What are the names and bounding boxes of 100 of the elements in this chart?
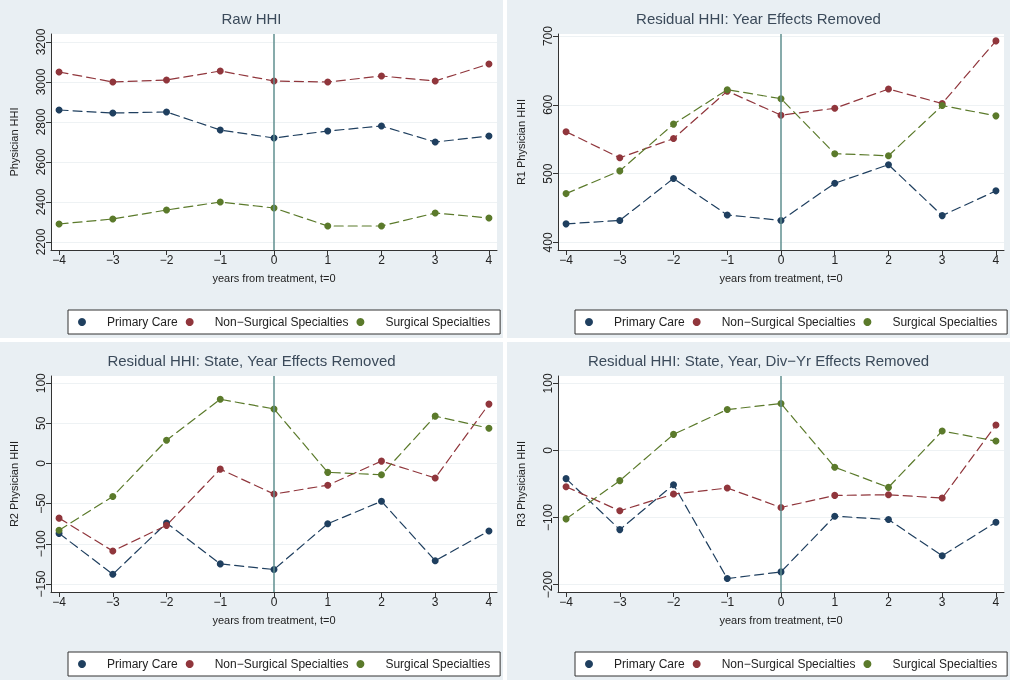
y-tick-label: 3000 — [34, 68, 48, 96]
legend-label: Surgical Specialties — [892, 315, 998, 329]
x-tick-label: −2 — [159, 595, 174, 609]
point — [616, 167, 624, 175]
x-tick-label: −1 — [213, 595, 228, 609]
x-tick-label: −3 — [105, 253, 120, 267]
x-tick-label: −4 — [559, 595, 574, 609]
point — [562, 220, 570, 228]
y-tick-label: 700 — [541, 25, 555, 47]
x-axis-title: years from treatment, t=0 — [719, 271, 843, 284]
y-tick-label: 0 — [541, 446, 555, 454]
point — [562, 483, 570, 491]
point — [616, 526, 624, 534]
point — [324, 481, 332, 489]
point — [831, 463, 839, 471]
point — [831, 512, 839, 520]
point — [992, 37, 1000, 45]
y-tick-label: −200 — [541, 570, 555, 599]
point — [616, 154, 624, 162]
x-tick-label: 2 — [885, 595, 893, 609]
point — [377, 471, 385, 479]
point — [884, 152, 892, 160]
point — [884, 516, 892, 524]
point — [938, 427, 946, 435]
point — [377, 497, 385, 505]
point — [216, 465, 224, 473]
y-tick-label: 100 — [34, 372, 48, 394]
y-axis-title: R2 Physician HHI — [7, 440, 20, 528]
point — [216, 126, 224, 134]
point — [616, 507, 624, 515]
x-tick-label: 1 — [324, 253, 332, 267]
x-tick-label: 2 — [378, 595, 386, 609]
x-tick-label: −1 — [720, 595, 735, 609]
y-tick-label: 50 — [34, 416, 48, 431]
point — [377, 457, 385, 465]
point — [216, 198, 224, 206]
y-tick-label: −50 — [34, 493, 48, 514]
point — [109, 570, 117, 578]
x-tick-label: −3 — [612, 595, 627, 609]
point — [831, 104, 839, 112]
point — [831, 179, 839, 187]
legend-label: Primary Care — [614, 657, 685, 671]
x-tick-label: −1 — [213, 253, 228, 267]
chart-title: Raw HHI — [221, 10, 282, 27]
chart-title: Residual HHI: State, Year Effects Removed — [107, 352, 396, 369]
legend-label: Non−Surgical Specialties — [721, 657, 856, 671]
y-tick-label: 100 — [541, 373, 555, 394]
point — [670, 135, 678, 143]
point — [431, 557, 439, 565]
x-tick-label: 4 — [485, 595, 493, 609]
point — [562, 190, 570, 198]
point — [216, 560, 224, 568]
x-tick-label: −4 — [52, 595, 67, 609]
point — [831, 150, 839, 158]
point — [938, 494, 946, 502]
point — [938, 552, 946, 560]
y-tick-label: 2200 — [34, 228, 48, 256]
legend-label: Surgical Specialties — [385, 657, 491, 671]
y-tick-label: 2400 — [34, 188, 48, 216]
point — [831, 491, 839, 499]
point — [216, 395, 224, 403]
x-tick-label: 0 — [270, 253, 278, 267]
legend-label: Primary Care — [107, 315, 178, 329]
y-axis-title: Physician HHI — [7, 107, 20, 177]
point — [324, 127, 332, 135]
point — [109, 109, 117, 117]
chart-title: Residual HHI: State, Year, Div−Yr Effects Removed — [587, 352, 930, 369]
x-tick-label: 1 — [324, 595, 332, 609]
point — [324, 78, 332, 86]
y-axis-title: R3 Physician HHI — [514, 440, 527, 528]
x-tick-label: 3 — [938, 595, 946, 609]
legend-label: Non−Surgical Specialties — [214, 657, 349, 671]
y-tick-label: 600 — [541, 94, 555, 115]
y-tick-label: −150 — [34, 570, 48, 598]
legend-label: Primary Care — [107, 657, 178, 671]
point — [216, 67, 224, 75]
legend-label: Surgical Specialties — [385, 315, 491, 329]
x-tick-label: −4 — [52, 253, 67, 267]
x-tick-label: 0 — [777, 595, 785, 609]
x-tick-label: 4 — [992, 253, 1000, 267]
point — [163, 108, 171, 116]
y-tick-label: 0 — [34, 459, 48, 467]
x-tick-label: −3 — [612, 253, 627, 267]
x-tick-label: 3 — [431, 253, 439, 267]
x-tick-label: 2 — [885, 253, 893, 267]
x-axis-title: years from treatment, t=0 — [719, 613, 843, 626]
chart-title: Residual HHI: Year Effects Removed — [636, 10, 881, 27]
point — [324, 468, 332, 476]
point — [431, 474, 439, 482]
point — [562, 128, 570, 136]
point — [670, 481, 678, 489]
x-tick-label: −4 — [559, 253, 574, 267]
point — [431, 209, 439, 217]
point — [431, 77, 439, 85]
point — [670, 430, 678, 438]
legend-label: Non−Surgical Specialties — [721, 315, 856, 329]
point — [485, 424, 493, 432]
point — [670, 120, 678, 128]
y-tick-label: 3200 — [34, 28, 48, 56]
point — [377, 72, 385, 80]
